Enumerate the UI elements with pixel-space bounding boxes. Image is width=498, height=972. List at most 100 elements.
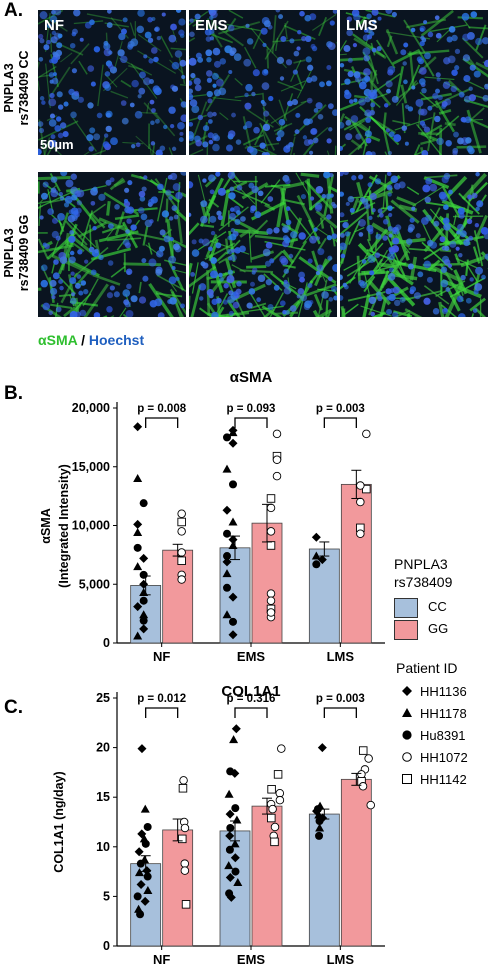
chart-c-point-square-open: [267, 785, 276, 794]
chart-b-ytick-label: 10,000: [72, 519, 110, 533]
chart-b-point-triangle: [133, 631, 143, 640]
chart-b-point-circle-open: [266, 596, 276, 605]
chart-b-point-diamond: [139, 553, 149, 563]
chart-c-bracket-ems: [234, 707, 268, 718]
chart-b-point-circle-open: [272, 471, 282, 481]
chart-c-point-diamond: [230, 853, 240, 863]
chart-c-ytick-label: 20: [96, 741, 110, 755]
chart-b-point-triangle: [139, 610, 149, 619]
chart-c-point-triangle: [224, 789, 234, 798]
chart-c-point-circle-open: [270, 822, 280, 832]
stain-green-label: αSMA: [38, 332, 78, 348]
patient-label-5: HH1142: [420, 772, 467, 787]
chart-b-point-diamond: [133, 519, 143, 529]
chart-c-ytick-label: 5: [103, 889, 110, 903]
chart-c-point-square-open: [267, 813, 276, 823]
chart-b-point-circle-filled: [229, 617, 237, 626]
chart-b-point-circle-open: [177, 527, 186, 536]
chart-b-point-circle-filled: [223, 433, 231, 442]
chart-c-ytick-label: 10: [96, 840, 110, 854]
chart-c-point-circle-filled: [143, 822, 152, 831]
chart-b-xtick-label-lms: LMS: [327, 649, 355, 664]
micrograph-gg-lms: [340, 172, 488, 317]
chart-c-point-triangle: [143, 885, 153, 894]
chart-b-point-square-open: [177, 517, 186, 527]
chart-c-point-circle-filled: [225, 845, 234, 854]
chart-c-point-circle-open: [366, 800, 375, 810]
chart-c-point-circle-filled: [231, 804, 240, 813]
chart-b-point-diamond: [317, 555, 327, 565]
chart-c-point-triangle: [134, 868, 144, 877]
chart-c-point-circle-filled: [133, 892, 142, 901]
chart-b-letter: B.: [4, 383, 23, 404]
chart-c-ylabel-1: COL1A1 (ng/day): [52, 771, 66, 872]
chart-b-point-circle-open: [356, 497, 365, 507]
chart-c-pvalue-nf: p = 0.012: [137, 693, 186, 705]
chart-c-point-square-open: [181, 900, 191, 909]
micrograph-cc-ems: EMS: [189, 10, 337, 155]
chart-b-point-triangle: [311, 551, 321, 560]
chart-b-point-circle-filled: [139, 570, 148, 579]
chart-b-xtick-label-ems: EMS: [237, 649, 266, 664]
chart-b-point-circle-filled: [223, 583, 231, 592]
chart-c-point-diamond: [230, 768, 240, 778]
chart-b-ytick-label: 15,000: [72, 460, 110, 474]
stain-legend: αSMA / Hoechst: [38, 332, 144, 348]
chart-b-pvalue-lms: p = 0.003: [316, 403, 365, 415]
chart-b-point-triangle: [222, 569, 232, 578]
chart-c-point-circle-filled: [315, 831, 324, 840]
chart-c-xtick-label-nf: NF: [153, 952, 170, 967]
chart-c-ytick-label: 15: [96, 790, 110, 804]
genotype-legend-title-1: PNPLA3: [394, 556, 448, 572]
chart-c-point-diamond: [318, 813, 328, 823]
chart-b-point-circle-open: [356, 481, 365, 490]
chart-c-point-circle-open: [180, 859, 190, 868]
chart-c-point-circle-open: [268, 804, 277, 814]
chart-b-point-diamond: [222, 505, 232, 515]
chart-b-pvalue-ems: p = 0.093: [227, 403, 276, 415]
chart-c-point-triangle: [229, 735, 239, 744]
chart-b-point-circle-open: [266, 589, 276, 598]
chart-b-point-diamond: [228, 438, 238, 448]
chart-c-point-diamond: [140, 896, 150, 906]
chart-c-point-circle-open: [357, 770, 366, 779]
chart-b-point-square-open: [177, 556, 186, 566]
chart-b-point-diamond: [222, 557, 232, 567]
chart-b-point-circle-open: [266, 608, 276, 617]
scale-bar: [42, 155, 70, 158]
chart-c-title: COL1A1: [221, 683, 280, 700]
chart-c-point-circle-open: [358, 782, 368, 791]
micrograph-gg-ems: [189, 172, 337, 317]
chart-b-point-circle-filled: [229, 480, 237, 489]
chart-c-point-triangle: [233, 878, 243, 887]
chart-b-point-triangle: [222, 610, 232, 619]
chart-b-point-circle-filled: [139, 616, 148, 625]
chart-c-point-circle-filled: [226, 823, 235, 832]
chart-c-point-diamond: [137, 744, 147, 754]
genotype-label-gg: GG: [428, 621, 449, 636]
chart-c-point-diamond: [231, 724, 241, 734]
chart-b-point-circle-open: [266, 503, 276, 513]
legend-marker-circle-open: [402, 752, 412, 762]
chart-c-point-circle-open: [180, 866, 190, 875]
chart-b-pvalue-nf: p = 0.008: [137, 403, 187, 415]
micrograph-cc-lms: LMS: [340, 10, 488, 155]
chart-c-point-circle-filled: [231, 867, 240, 876]
chart-c-point-circle-open: [179, 776, 188, 785]
chart-c-point-circle-open: [277, 744, 286, 753]
chart-c-bracket-nf: [145, 707, 179, 718]
chart-b-ytick-label: 0: [103, 636, 110, 650]
chart-b-point-triangle: [133, 562, 143, 571]
chart-b-point-circle-open: [177, 548, 186, 557]
chart-c-point-square-open: [358, 746, 368, 755]
patient-label-1: HH1136: [420, 684, 467, 699]
chart-b-point-circle-filled: [139, 499, 148, 508]
chart-b-point-circle-filled: [223, 552, 231, 561]
chart-c-ytick-label: 25: [96, 691, 110, 705]
genotype-legend-title-2: rs738409: [394, 574, 453, 590]
micrograph-label-cc-ems: EMS: [195, 17, 228, 34]
stain-blue-label: Hoechst: [88, 332, 145, 348]
chart-b-point-triangle: [133, 528, 143, 537]
chart-b-ylabel-2: (Integrated Intensity): [57, 464, 71, 588]
chart-c-bracket-lms: [323, 707, 357, 718]
